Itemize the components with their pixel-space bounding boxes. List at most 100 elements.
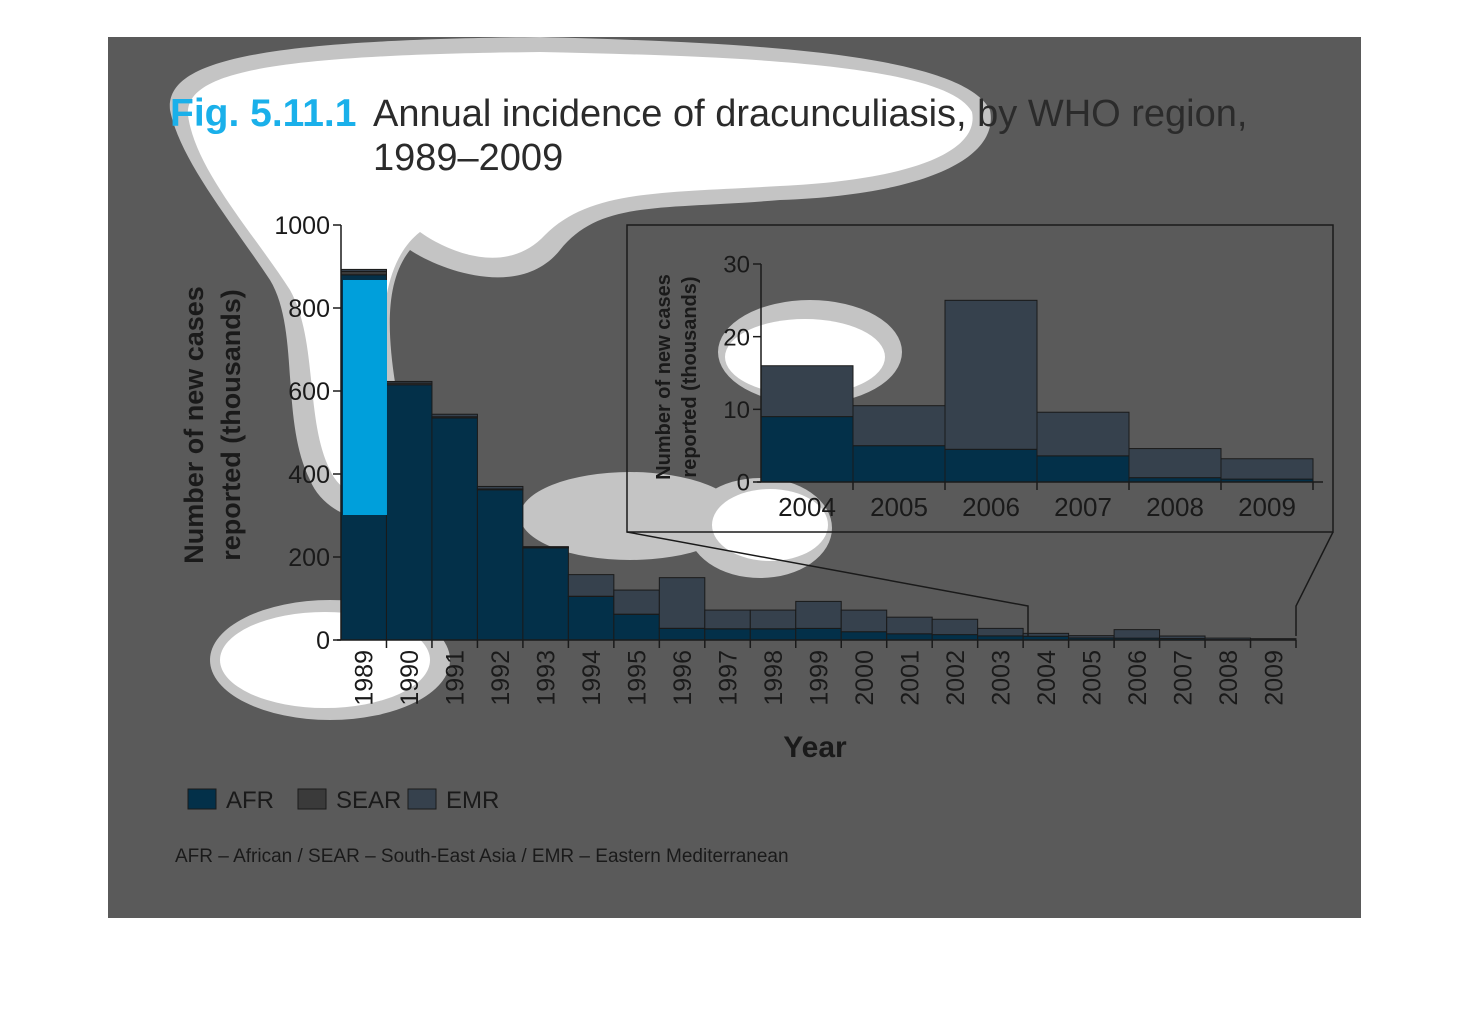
bar-emr-2004 [1022,632,1070,637]
x-tick-label-2000: 2000 [851,650,879,706]
main-x-label: Year [783,731,847,764]
x-tick-label-1996: 1996 [669,650,697,706]
bar-afr-1997 [704,628,751,641]
x-tick-label-2007: 2007 [1169,650,1197,706]
bar-afr-2007 [1036,455,1130,483]
x-tick-label-2009: 2009 [1260,650,1288,706]
x-tick-label-2008: 2008 [1146,492,1204,522]
legend-label-sear: SEAR [336,787,401,814]
x-tick-label-1999: 1999 [806,650,834,706]
y-tick-label: 0 [316,627,330,655]
x-tick-label-1990: 1990 [396,650,424,706]
x-tick-label-1998: 1998 [760,650,788,706]
bar-emr-2002 [931,618,979,636]
x-tick-label-2009: 2009 [1238,492,1296,522]
inset-chart: 0 10 20 30 2004 2005 2006 2007 2008 2009 Number … [626,224,1334,533]
bar-emr-2007 [1159,635,1206,640]
x-tick-label-2006: 2006 [1124,650,1152,706]
x-tick-label-2002: 2002 [942,650,970,706]
legend-swatch-emr [407,788,437,810]
bar-afr-2000 [840,631,888,641]
x-tick-label-2008: 2008 [1215,650,1243,706]
x-tick-label-1994: 1994 [578,650,606,706]
y-tick-label: 400 [288,461,330,489]
bar-emr-2005 [852,405,946,447]
figure-title-line1: Annual incidence of dracunculiasis, by W… [373,93,1247,135]
bar-emr-1989 [340,268,387,272]
y-tick-label: 0 [737,470,750,497]
y-tick-label: 20 [723,324,750,351]
bar-afr-2006 [944,448,1038,483]
main-y-label-line2: reported (thousands) [216,289,246,561]
bar-emr-1992 [476,485,524,490]
bar-emr-1998 [749,609,797,630]
x-tick-label-2005: 2005 [1078,650,1106,706]
figure-label: Fig. 5.11.1 [170,92,356,135]
main-y-ticks: 0 200 400 600 800 1000 [274,212,341,655]
bar-emr-1993 [522,546,569,548]
x-tick-label-1989: 1989 [351,650,379,706]
main-y-label-line1: Number of new cases [179,286,209,564]
bar-afr-1990 [385,384,433,641]
bar-afr-1992 [476,489,524,641]
bar-emr-1997 [704,609,751,630]
bar-emr-2007 [1036,411,1130,457]
x-tick-label-2005: 2005 [870,492,928,522]
bar-emr-1991 [431,413,478,418]
x-tick-label-1993: 1993 [533,650,561,706]
bar-afr-1998 [749,628,797,641]
bar-afr-2005 [852,445,946,483]
y-tick-label: 1000 [274,212,330,240]
x-tick-label-2001: 2001 [896,650,924,706]
bar-afr-2004 [760,416,854,483]
bar-emr-2004 [760,365,854,418]
bar-emr-1995 [613,589,660,615]
bar-emr-1990 [385,380,433,384]
bar-emr-1999 [795,600,842,629]
bar-afr-1996 [658,627,706,641]
x-tick-label-2006: 2006 [962,492,1020,522]
inset-y-ticks: 0 10 20 30 [723,252,761,497]
y-tick-label: 10 [723,397,750,424]
x-tick-label-1991: 1991 [442,650,470,706]
inset-frame [626,224,1334,533]
bar-emr-2008 [1128,448,1222,479]
bar-afr-2001 [886,633,933,641]
inset-y-label-line2: reported (thousands) [679,276,701,477]
figure-title-line2: 1989–2009 [373,137,563,179]
inset-bars [760,299,1314,483]
y-tick-label: 600 [288,378,330,406]
x-tick-label-1992: 1992 [487,650,515,706]
x-tick-label-2004: 2004 [778,492,836,522]
y-tick-label: 800 [288,295,330,323]
x-tick-label-2003: 2003 [987,650,1015,706]
highlight-overlay [343,280,387,515]
bar-emr-2006 [944,299,1038,450]
bar-afr-1993 [522,547,569,641]
legend-swatch-sear [297,788,327,810]
bar-emr-2000 [840,609,888,633]
x-tick-label-2007: 2007 [1054,492,1112,522]
inset-x-ticks: 2004 2005 2006 2007 2008 2009 [778,482,1314,522]
legend-label-afr: AFR [226,787,274,814]
bar-emr-2003 [977,627,1024,637]
x-tick-label-1997: 1997 [715,650,743,706]
bar-emr-1994 [567,574,615,597]
legend: AFR SEAR EMR [187,787,499,814]
x-tick-label-1995: 1995 [624,650,652,706]
bar-emr-2009 [1220,458,1314,480]
bar-afr-1994 [567,595,615,641]
main-x-ticks: 1989 1990 1991 1992 1993 1994 1995 1996 1997 1998… [351,640,1297,706]
x-tick-label-2004: 2004 [1033,650,1061,706]
bar-emr-2006 [1113,629,1161,639]
y-tick-label: 200 [288,544,330,572]
bar-emr-2005 [1068,635,1115,639]
legend-label-emr: EMR [446,787,499,814]
bar-emr-1996 [658,577,706,629]
bar-afr-1999 [795,627,842,641]
zoom-connector [626,531,1334,636]
y-tick-label: 30 [723,252,750,279]
bar-afr-2002 [931,634,979,641]
